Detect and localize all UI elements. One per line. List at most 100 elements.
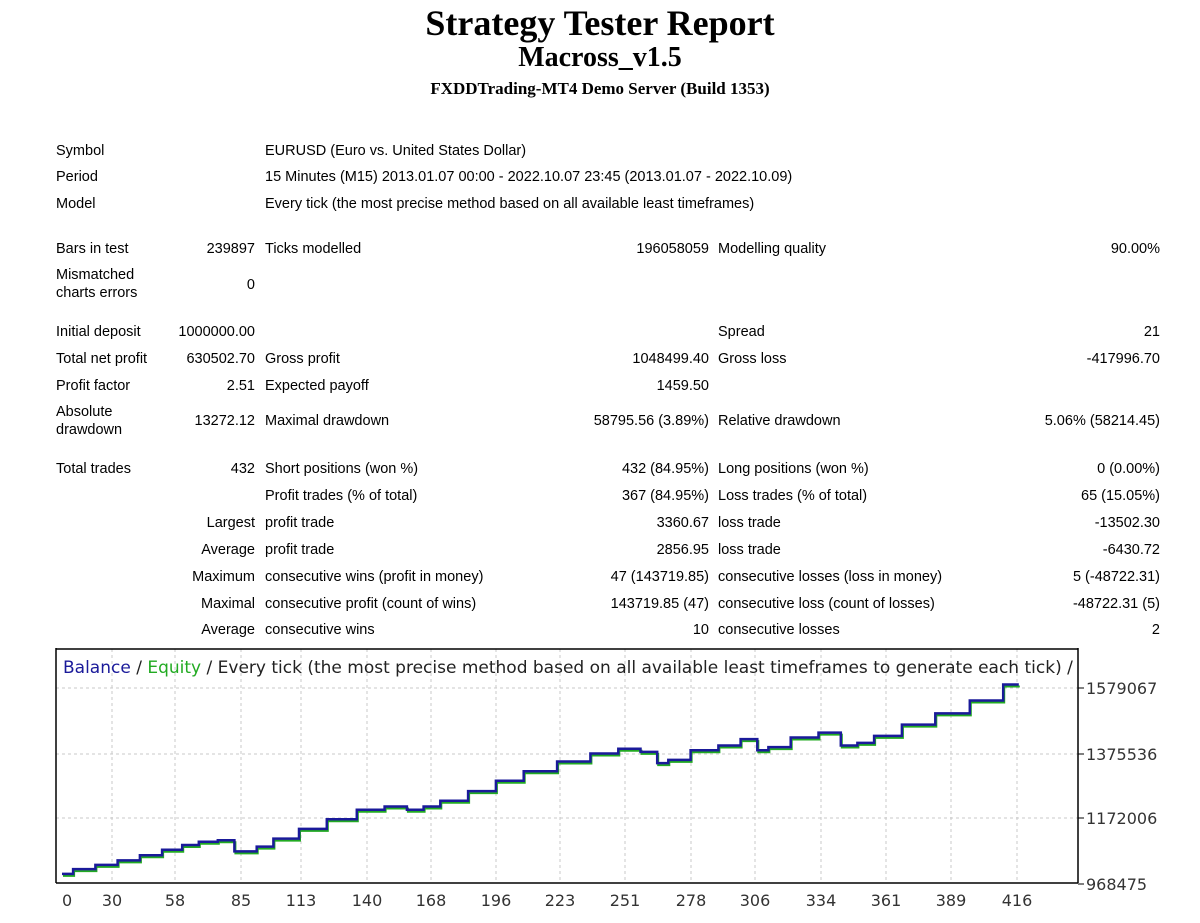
chart-series [62, 683, 1020, 877]
average-label: Average [201, 542, 255, 558]
max-wins-label: consecutive wins (profit in money) [265, 569, 484, 585]
maxdd-label: Maximal drawdown [265, 413, 390, 429]
absdd-value: 13272.12 [194, 413, 255, 429]
ptrades-value: 367 (84.95%) [621, 488, 709, 504]
maximal-profit-value: 143719.85 (47) [610, 596, 709, 612]
long-label: Long positions (won %) [718, 461, 869, 477]
average-profit-label: profit trade [265, 542, 335, 558]
expert-name: Macross_v1.5 [518, 42, 682, 73]
avg-wins-value: 10 [692, 622, 709, 638]
maximal-loss-label: consecutive loss (count of losses) [718, 596, 935, 612]
pf-value: 2.51 [226, 378, 255, 394]
period-value: 15 Minutes (M15) 2013.01.07 00:00 - 2022… [265, 169, 793, 185]
trades-value: 432 [230, 461, 255, 477]
x-tick-label: 389 [936, 891, 967, 910]
avg-losses-label: consecutive losses [718, 622, 840, 638]
server-name: FXDDTrading-MT4 Demo Server (Build 1353) [430, 79, 770, 98]
maximum-label: Maximum [192, 569, 255, 585]
x-axis-ticks: 0 30 58 85 113 140 168 196 223 251 278 306 334 361 389… [62, 891, 1032, 910]
x-tick-label: 306 [740, 891, 771, 910]
model-value: Every tick (the most precise method base… [265, 196, 755, 212]
x-tick-label: 0 [62, 891, 72, 910]
y-axis-ticks: 1579067 1375536 1172006 968475 [1078, 679, 1157, 894]
payoff-value: 1459.50 [656, 378, 709, 394]
x-tick-label: 113 [286, 891, 317, 910]
x-tick-label: 30 [102, 891, 122, 910]
absdd-label-1: Absolute [56, 404, 113, 420]
x-tick-label: 223 [545, 891, 576, 910]
maximal-label: Maximal [201, 596, 255, 612]
y-tick-label: 1375536 [1086, 745, 1157, 764]
x-tick-label: 168 [416, 891, 447, 910]
maximal-profit-label: consecutive profit (count of wins) [265, 596, 477, 612]
balance-line [62, 683, 1019, 876]
avg-wins-label: consecutive wins [265, 622, 375, 638]
x-tick-label: 416 [1002, 891, 1033, 910]
max-losses-label: consecutive losses (loss in money) [718, 569, 943, 585]
avg2-label: Average [201, 622, 255, 638]
legend-balance: Balance [63, 658, 131, 678]
symbol-label: Symbol [56, 143, 105, 159]
x-tick-label: 85 [231, 891, 251, 910]
mismatch-label-1: Mismatched [56, 267, 135, 283]
y-tick-label: 1579067 [1086, 679, 1157, 698]
largest-loss-label: loss trade [718, 515, 781, 531]
symbol-value: EURUSD (Euro vs. United States Dollar) [265, 143, 527, 159]
bars-label: Bars in test [56, 241, 129, 257]
grossprofit-label: Gross profit [265, 351, 340, 367]
reldd-label: Relative drawdown [718, 413, 841, 429]
ptrades-label: Profit trades (% of total) [265, 488, 418, 504]
deposit-value: 1000000.00 [178, 324, 255, 340]
avg-losses-value: 2 [1151, 622, 1160, 638]
model-label: Model [56, 196, 96, 212]
average-loss-label: loss trade [718, 542, 781, 558]
average-loss-value: -6430.72 [1102, 542, 1160, 558]
spread-label: Spread [718, 324, 765, 340]
ltrades-label: Loss trades (% of total) [718, 488, 868, 504]
chart-grid [56, 649, 1078, 883]
pf-label: Profit factor [56, 378, 131, 394]
netprofit-label: Total net profit [56, 351, 148, 367]
max-wins-value: 47 (143719.85) [610, 569, 709, 585]
quality-value: 90.00% [1110, 241, 1160, 257]
ltrades-value: 65 (15.05%) [1081, 488, 1160, 504]
x-tick-label: 251 [610, 891, 641, 910]
long-value: 0 (0.00%) [1097, 461, 1160, 477]
spread-value: 21 [1143, 324, 1160, 340]
maxdd-value: 58795.56 (3.89%) [593, 413, 709, 429]
y-tick-label: 1172006 [1086, 809, 1157, 828]
mismatch-value: 0 [246, 277, 255, 293]
x-tick-label: 58 [165, 891, 185, 910]
legend-description: / Every tick (the most precise method ba… [201, 658, 1143, 678]
y-tick-label: 968475 [1086, 875, 1147, 894]
deposit-label: Initial deposit [56, 324, 141, 340]
payoff-label: Expected payoff [265, 378, 369, 394]
equity-line [63, 685, 1020, 877]
x-tick-label: 361 [871, 891, 902, 910]
max-losses-value: 5 (-48722.31) [1072, 569, 1160, 585]
largest-profit-value: 3360.67 [656, 515, 709, 531]
ticks-label: Ticks modelled [265, 241, 362, 257]
ticks-value: 196058059 [636, 241, 709, 257]
bars-value: 239897 [206, 241, 255, 257]
trades-label: Total trades [56, 461, 131, 477]
x-tick-label: 334 [806, 891, 837, 910]
absdd-label-2: drawdown [56, 422, 123, 438]
average-profit-value: 2856.95 [656, 542, 709, 558]
legend-separator: / [131, 658, 148, 678]
largest-loss-value: -13502.30 [1094, 515, 1160, 531]
balance-equity-chart: 1579067 1375536 1172006 968475 0 30 58 85 113 14… [55, 648, 1175, 920]
maximal-loss-value: -48722.31 (5) [1072, 596, 1160, 612]
largest-label: Largest [206, 515, 255, 531]
grossprofit-value: 1048499.40 [632, 351, 709, 367]
grossloss-value: -417996.70 [1086, 351, 1160, 367]
largest-profit-label: profit trade [265, 515, 335, 531]
short-value: 432 (84.95%) [621, 461, 709, 477]
x-tick-label: 196 [481, 891, 512, 910]
mismatch-label-2: charts errors [56, 285, 138, 301]
short-label: Short positions (won %) [265, 461, 419, 477]
report-title: Strategy Tester Report [425, 3, 775, 43]
quality-label: Modelling quality [718, 241, 827, 257]
period-label: Period [56, 169, 98, 185]
x-tick-label: 140 [352, 891, 383, 910]
